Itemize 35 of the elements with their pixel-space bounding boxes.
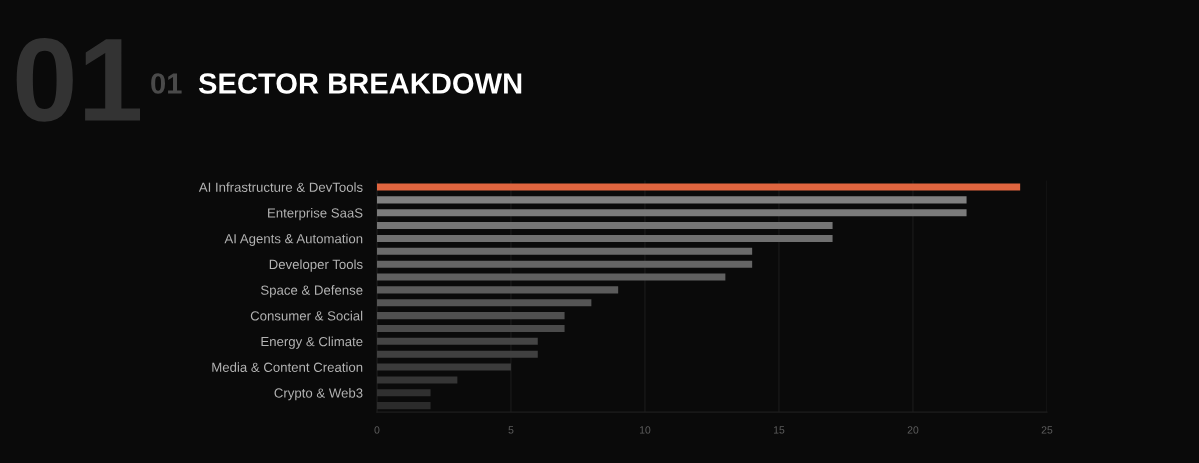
bar [376, 376, 458, 384]
bar [376, 389, 431, 397]
y-tick-label: Crypto & Web3 [274, 388, 363, 401]
bar [376, 324, 565, 333]
bar [376, 286, 619, 294]
y-tick-label: Energy & Climate [261, 336, 363, 349]
x-tick-label: 15 [773, 426, 785, 434]
x-tick-label: 20 [907, 426, 919, 434]
bar [376, 209, 967, 217]
bar [376, 402, 431, 410]
y-tick-label: AI Agents & Automation [224, 233, 363, 246]
bar [376, 312, 565, 320]
chart-title: SECTOR BREAKDOWN [198, 73, 522, 94]
bar [376, 183, 1021, 191]
text: 01 [151, 73, 182, 94]
bar [376, 350, 538, 358]
bar [376, 260, 753, 268]
x-tick-label: 0 [374, 426, 380, 434]
x-tick-label: 10 [639, 426, 651, 434]
bar [376, 273, 726, 281]
x-tick-label: 5 [508, 426, 514, 434]
x-tick-label: 25 [1041, 426, 1053, 434]
bar [376, 337, 538, 345]
y-tick-label: Enterprise SaaS [268, 207, 363, 221]
bar [376, 247, 753, 255]
y-tick-label: Media & Content Creation [212, 362, 363, 372]
y-tick-label: Developer Tools [269, 259, 363, 272]
bar [376, 222, 833, 230]
y-tick-label: AI Infrastructure & DevTools [198, 182, 363, 192]
y-tick-label: Space & Defense [260, 285, 363, 298]
bar [376, 196, 967, 204]
y-tick-label: Consumer & Social [250, 310, 363, 321]
bar [376, 234, 833, 242]
bar [376, 363, 511, 371]
bar [376, 299, 592, 307]
